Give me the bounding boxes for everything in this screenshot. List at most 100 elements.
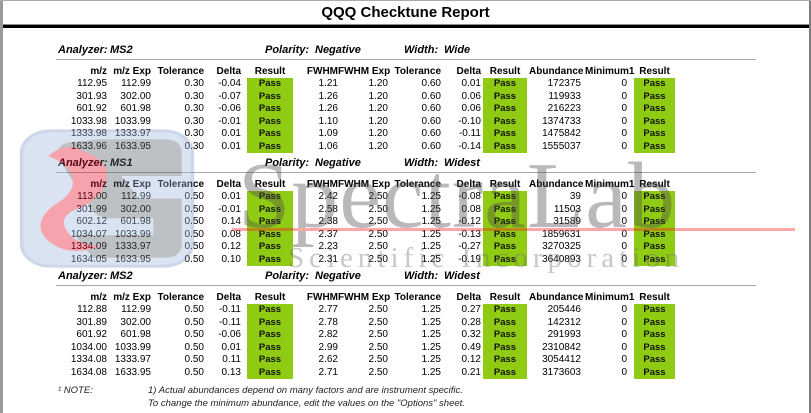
value-cell: 0: [621, 90, 627, 102]
column-header: Result: [639, 292, 670, 303]
analyzer-value: MS2: [110, 44, 133, 56]
value-cell: 2.82: [318, 329, 338, 340]
value-cell: 0.50: [184, 203, 204, 215]
title-divider: [0, 24, 811, 25]
column-header: Tolerance: [157, 66, 205, 77]
value-cell: 1.25: [421, 241, 441, 252]
value-cell: 1.09: [318, 128, 338, 139]
value-cell: 119933: [548, 90, 581, 102]
value-cell: 0.08: [221, 228, 241, 240]
value-cell: 0.30: [184, 90, 204, 102]
value-cell: -0.01: [218, 115, 241, 127]
polarity-value: Negative: [315, 157, 361, 169]
analyzer-label: Analyzer:: [58, 270, 108, 282]
column-header: Tolerance: [157, 179, 205, 190]
value-cell: 0: [621, 128, 627, 139]
value-cell: 3640893: [542, 253, 581, 265]
value-cell: 1034.00: [70, 341, 107, 353]
value-cell: 2310842: [542, 341, 581, 353]
value-cell: 0.06: [461, 90, 481, 102]
column-header: Abundance: [529, 292, 584, 303]
value-cell: 0.49: [461, 341, 481, 353]
result-cell: Pass: [634, 115, 675, 128]
result-cell: Pass: [483, 128, 527, 141]
value-cell: -0.06: [218, 329, 241, 340]
value-cell: 2.50: [368, 253, 388, 265]
value-cell: 601.92: [76, 329, 107, 340]
analyzer-section: Analyzer: MS2 Polarity: Negative Width: …: [0, 44, 811, 153]
result-cell: Pass: [483, 341, 527, 354]
value-cell: 0.30: [184, 128, 204, 139]
value-cell: 1033.99: [114, 115, 151, 127]
page-left-border: [0, 1, 3, 413]
value-cell: 2.37: [318, 228, 338, 240]
column-header: FWHM Exp: [338, 292, 391, 303]
result-cell: Pass: [483, 241, 527, 254]
value-cell: 0.30: [184, 140, 204, 152]
result-cell: Pass: [247, 103, 293, 116]
polarity-label: Polarity:: [265, 44, 310, 56]
result-cell: Pass: [483, 216, 527, 229]
value-cell: 0.01: [221, 128, 241, 139]
table-header-row: m/z m/z Exp Tolerance Delta Result FWHM FWHM E…: [56, 65, 811, 78]
value-cell: 112.88: [77, 304, 107, 315]
table-row: 1634.08 1633.95 0.50 0.13 Pass 2.71 2.50 1.25 0.…: [56, 366, 811, 379]
column-header: FWHM: [306, 66, 338, 77]
value-cell: 2.62: [318, 354, 338, 365]
result-cell: Pass: [634, 140, 675, 153]
column-header: m/z Exp: [113, 179, 151, 190]
value-cell: 0.01: [221, 140, 241, 152]
table-row: 1034.07 1033.99 0.50 0.08 Pass 2.37 2.50 1.25 -0…: [56, 228, 811, 241]
result-cell: Pass: [634, 366, 675, 379]
column-header: Delta: [456, 292, 481, 303]
value-cell: 1.25: [421, 228, 441, 240]
result-cell: Pass: [483, 103, 527, 116]
value-cell: -0.08: [458, 191, 481, 202]
value-cell: 2.50: [368, 316, 388, 328]
value-cell: 3173603: [542, 366, 581, 378]
value-cell: 1.21: [318, 78, 338, 89]
value-cell: 291993: [547, 329, 581, 340]
value-cell: 601.98: [120, 329, 151, 340]
value-cell: 2.71: [318, 366, 338, 378]
value-cell: 0.50: [184, 329, 204, 340]
value-cell: 1.25: [421, 203, 441, 215]
column-header: Delta: [216, 292, 241, 303]
column-header: Tolerance: [394, 292, 442, 303]
value-cell: 113.00: [77, 191, 107, 202]
value-cell: 1333.98: [70, 128, 107, 139]
column-header: Abundance: [529, 66, 584, 77]
column-header: Result: [489, 292, 521, 303]
page-right-border: [809, 1, 811, 413]
result-cell: Pass: [634, 304, 675, 317]
result-cell: Pass: [483, 316, 527, 329]
value-cell: 1374733: [542, 115, 581, 127]
value-cell: 301.99: [76, 203, 107, 215]
value-cell: 2.50: [368, 203, 388, 215]
value-cell: 302.00: [120, 90, 151, 102]
result-cell: Pass: [247, 78, 293, 91]
value-cell: 1033.99: [114, 228, 151, 240]
value-cell: 0: [621, 216, 627, 227]
table-row: 113.00 112.99 0.50 0.01 Pass 2.42 2.50 1.25 -0.0…: [56, 191, 811, 204]
value-cell: 601.92: [76, 103, 107, 114]
result-cell: Pass: [483, 115, 527, 128]
result-cell: Pass: [483, 329, 527, 342]
result-cell: Pass: [634, 316, 675, 329]
value-cell: 1.25: [421, 366, 441, 378]
value-cell: 0.50: [184, 216, 204, 227]
value-cell: 1.25: [421, 316, 441, 328]
value-cell: 2.77: [318, 304, 338, 315]
value-cell: 1.26: [318, 103, 338, 114]
value-cell: 0.08: [461, 203, 481, 215]
section-divider: [56, 59, 756, 60]
value-cell: 0.11: [222, 354, 241, 365]
value-cell: 1475842: [542, 128, 581, 139]
footnote: ¹ NOTE: 1) Actual abundances depend on m…: [0, 384, 811, 410]
value-cell: 0.10: [221, 253, 241, 265]
table-row: 301.89 302.00 0.50 -0.11 Pass 2.78 2.50 1.25 0.2…: [56, 316, 811, 329]
value-cell: -0.27: [458, 241, 481, 252]
polarity-label: Polarity:: [265, 270, 310, 282]
value-cell: 1633.95: [114, 253, 151, 265]
result-cell: Pass: [247, 253, 293, 266]
